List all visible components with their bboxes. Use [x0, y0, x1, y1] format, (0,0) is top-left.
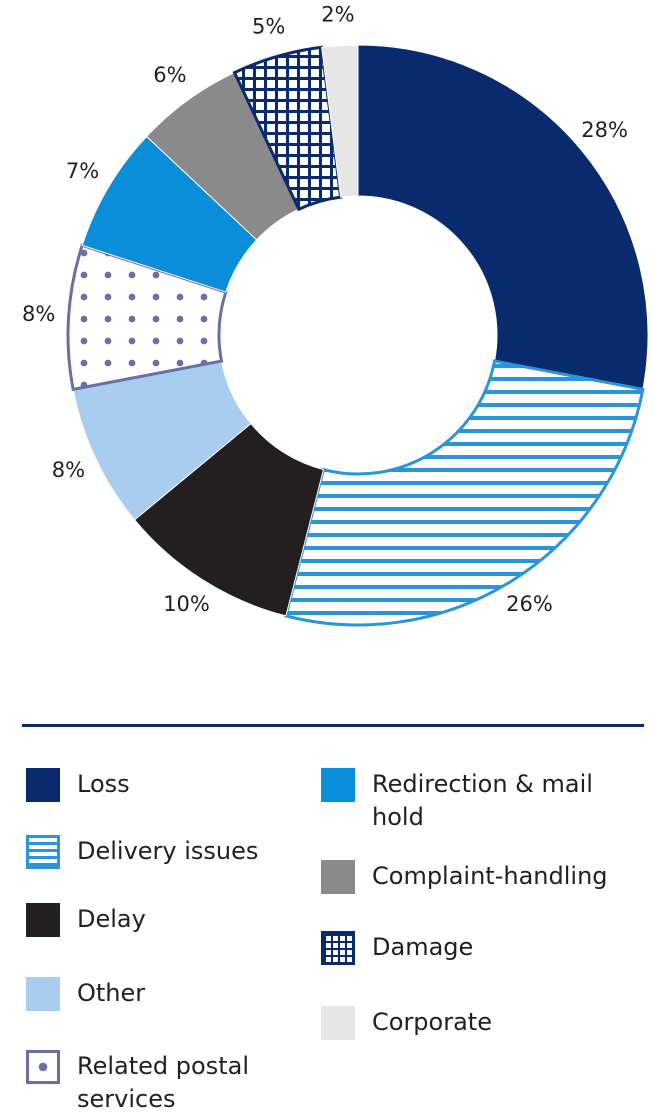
slice-label-other: 8%	[52, 458, 85, 482]
legend-item-corporate: Corporate	[321, 1006, 622, 1040]
slice-label-redirection-mail-hold: 7%	[66, 159, 99, 183]
legend-item-redirection-mail-hold: Redirection & mail hold	[321, 768, 622, 834]
legend-label-loss: Loss	[77, 770, 130, 798]
legend-item-loss: Loss	[26, 768, 317, 802]
legend-item-delivery-issues: Delivery issues	[26, 835, 317, 869]
legend-label-delivery-issues: Delivery issues	[77, 837, 259, 865]
legend-label-damage: Damage	[372, 933, 474, 961]
slice-label-related-postal-services: 8%	[22, 302, 55, 326]
legend-divider	[22, 724, 644, 727]
legend-label-corporate: Corporate	[372, 1008, 492, 1036]
legend-item-damage: Damage	[321, 931, 622, 965]
legend-swatch-related-postal-services	[26, 1050, 60, 1084]
legend-item-complaint-handling: Complaint-handling	[321, 860, 654, 894]
legend-label-redirection-mail-hold: Redirection & mail hold	[372, 770, 593, 831]
slice-label-delivery-issues: 26%	[506, 592, 553, 616]
legend-swatch-corporate	[321, 1006, 355, 1040]
slice-label-delay: 10%	[163, 592, 210, 616]
slice-label-loss: 28%	[581, 118, 628, 142]
legend-item-related-postal-services: Related postal services	[26, 1050, 307, 1116]
legend-label-delay: Delay	[77, 905, 146, 933]
legend-swatch-complaint-handling	[321, 860, 355, 894]
legend-swatch-delay	[26, 903, 60, 937]
legend-label-other: Other	[77, 979, 146, 1007]
slice-loss	[357, 44, 649, 390]
donut-chart: 28% 26% 10% 8% 8% 7% 6% 5% 2%	[22, 3, 649, 627]
legend-swatch-redirection-mail-hold	[321, 768, 355, 802]
slice-label-damage: 5%	[252, 15, 285, 39]
legend-swatch-damage	[321, 931, 355, 965]
slice-corporate	[321, 44, 359, 198]
legend-item-delay: Delay	[26, 903, 317, 937]
legend-label-related-postal-services: Related postal services	[77, 1052, 249, 1113]
legend-swatch-loss	[26, 768, 60, 802]
slice-label-complaint-handling: 6%	[153, 63, 186, 87]
legend-label-complaint-handling: Complaint-handling	[372, 862, 608, 890]
legend-swatch-delivery-issues	[26, 835, 60, 869]
legend-swatch-other	[26, 977, 60, 1011]
slice-delivery-issues	[284, 359, 645, 627]
legend-item-other: Other	[26, 977, 317, 1011]
slice-label-corporate: 2%	[321, 3, 354, 27]
